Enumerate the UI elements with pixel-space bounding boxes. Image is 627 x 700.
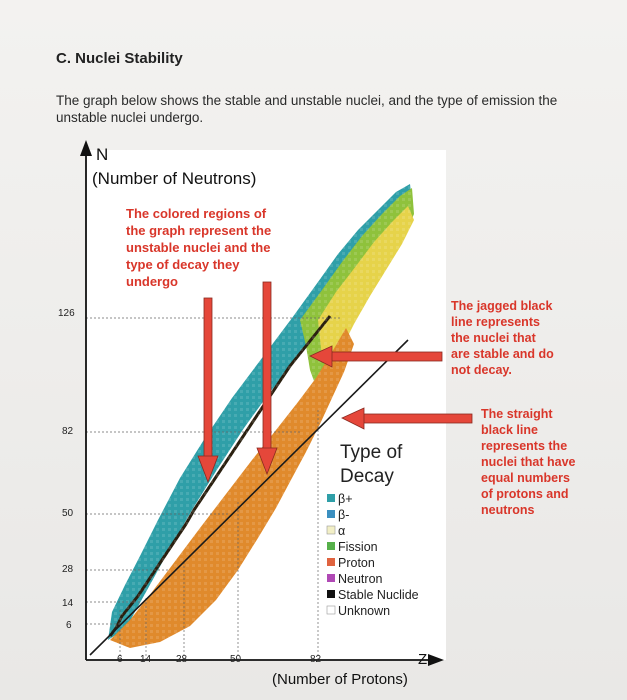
down-arrow-icon [197,297,219,484]
legend-label: Unknown [338,604,390,618]
x-axis-label: (Number of Protons) [272,671,408,688]
svg-text:black line: black line [481,423,538,437]
x-axis-arrow-icon [428,654,444,666]
legend-label: α [338,524,345,538]
legend-swatch [327,558,335,566]
legend-swatch [327,590,335,598]
legend-swatch [327,510,335,518]
legend: β+ β- α Fission Proton Neutron Stable Nu… [326,492,419,618]
legend-label: Stable Nuclide [338,588,419,602]
legend-label: β+ [338,492,353,506]
y-tick-label: 14 [62,598,74,609]
intro-text: The graph below shows the stable and uns… [56,93,558,125]
x-tick-label: 28 [176,654,188,665]
svg-text:are stable and do: are stable and do [451,347,554,361]
y-tick-label: 50 [62,508,74,519]
annotation-colored-regions: The colored regions of the graph represe… [126,206,271,289]
legend-swatch [326,525,336,535]
svg-text:The colored regions of: The colored regions of [126,206,267,221]
svg-text:the nuclei that: the nuclei that [451,331,537,345]
x-tick-label: 14 [140,654,152,665]
y-tick-label: 28 [62,564,74,575]
legend-swatch [327,494,335,502]
svg-text:type of decay they: type of decay they [126,257,240,272]
legend-title-line2: Decay [340,466,394,487]
y-tick-label: 126 [58,308,75,319]
svg-text:represents the: represents the [481,439,567,453]
n-equals-z-line [89,339,409,656]
magic-number-grid [86,317,340,660]
svg-text:of protons and: of protons and [481,487,569,501]
x-axis-symbol: Z [418,651,427,668]
annotation-straight-line: The straight black line represents the n… [481,407,576,517]
svg-text:nuclei that have: nuclei that have [481,455,576,469]
y-axis-label: (Number of Neutrons) [92,169,256,188]
y-tick-label: 82 [62,426,74,437]
legend-swatch [327,542,335,550]
svg-text:line represents: line represents [451,315,540,329]
legend-swatch [327,574,335,582]
x-tick-label: 6 [117,654,123,665]
annotation-stable-line: The jagged black line represents the nuc… [451,299,554,377]
svg-text:neutrons: neutrons [481,503,535,517]
legend-label: β- [338,508,349,522]
left-arrow-icon [309,345,443,368]
legend-label: Fission [338,540,378,554]
down-arrow-icon [256,281,278,476]
svg-text:undergo: undergo [126,274,178,289]
y-tick-label: 6 [66,620,72,631]
legend-label: Proton [338,556,375,570]
legend-swatch [326,605,336,615]
svg-text:not decay.: not decay. [451,363,512,377]
svg-text:unstable nuclei and the: unstable nuclei and the [126,240,270,255]
legend-title-line1: Type of [340,442,403,463]
left-arrow-icon [341,407,473,430]
svg-text:The straight: The straight [481,407,553,421]
legend-label: Neutron [338,572,383,586]
svg-text:equal numbers: equal numbers [481,471,570,485]
y-axis-arrow-icon [80,140,92,156]
svg-text:the graph represent the: the graph represent the [126,223,271,238]
x-tick-label: 82 [310,654,322,665]
svg-text:The jagged black: The jagged black [451,299,552,313]
section-title: C. Nuclei Stability [56,50,183,67]
y-axis-symbol: N [96,145,108,164]
x-tick-label: 50 [230,654,242,665]
